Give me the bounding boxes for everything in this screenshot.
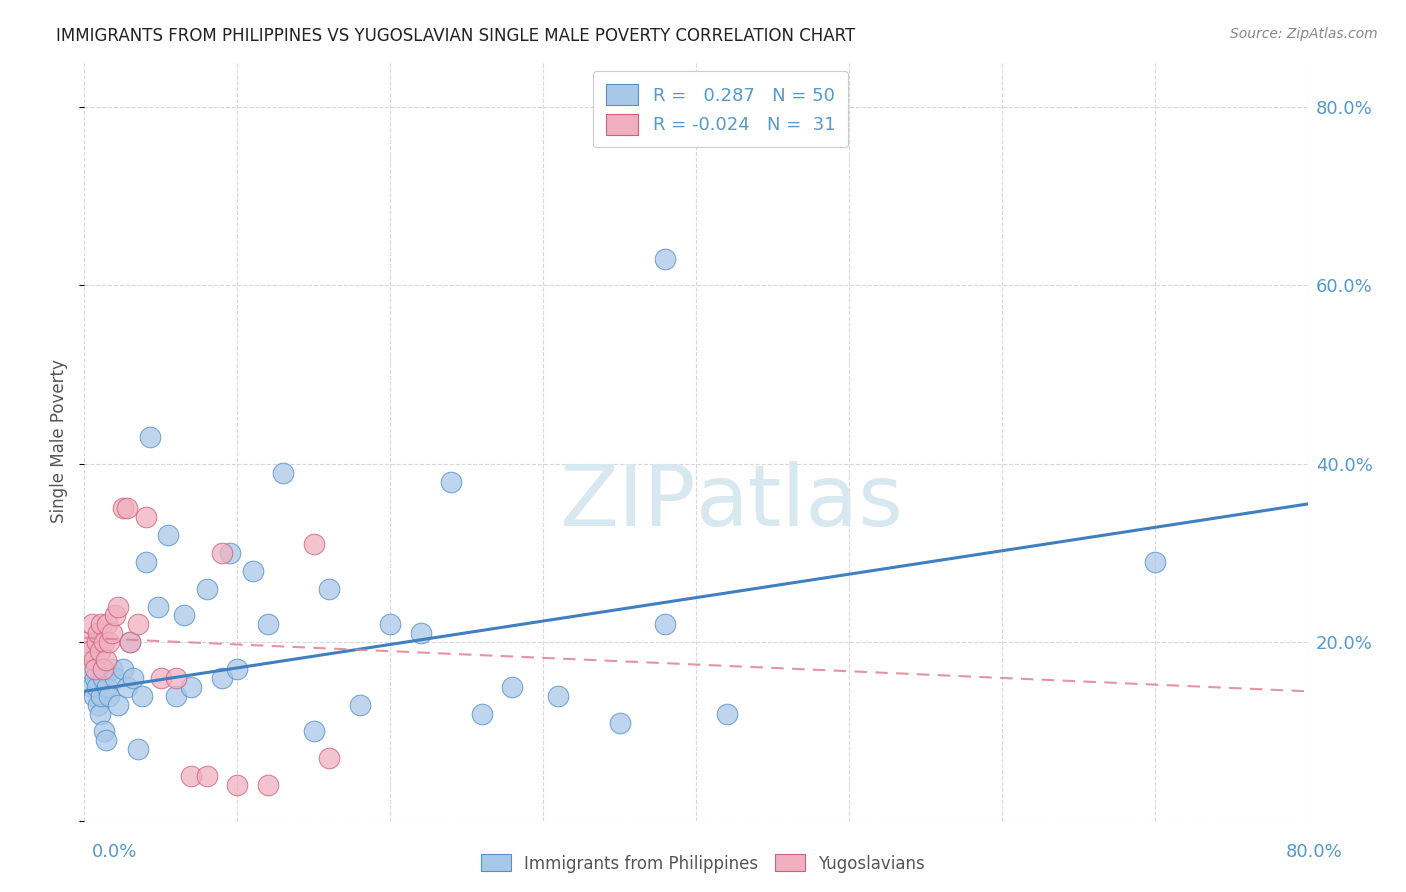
Point: [440, 475, 463, 489]
Point: [76, 635, 98, 649]
Point: [104, 608, 127, 623]
Point: [654, 617, 676, 632]
Point: [83, 689, 105, 703]
Point: [120, 635, 142, 649]
Point: [91, 671, 114, 685]
Point: [165, 689, 187, 703]
Point: [77, 662, 100, 676]
Point: [654, 252, 676, 266]
Point: [80, 680, 103, 694]
Point: [318, 751, 340, 765]
Point: [165, 671, 187, 685]
Point: [107, 599, 129, 614]
Point: [84, 671, 107, 685]
Point: [257, 617, 280, 632]
Point: [349, 698, 371, 712]
Point: [127, 742, 149, 756]
Point: [547, 689, 569, 703]
Point: [90, 617, 112, 632]
Point: [180, 769, 202, 783]
Text: 0.0%: 0.0%: [91, 843, 136, 861]
Point: [149, 671, 172, 685]
Point: [97, 635, 120, 649]
Text: 80.0%: 80.0%: [1286, 843, 1343, 861]
Point: [101, 662, 124, 676]
Text: Source: ZipAtlas.com: Source: ZipAtlas.com: [1230, 27, 1378, 41]
Point: [83, 653, 105, 667]
Point: [87, 698, 110, 712]
Y-axis label: Single Male Poverty: Single Male Poverty: [51, 359, 69, 524]
Point: [211, 671, 233, 685]
Point: [502, 680, 524, 694]
Point: [94, 653, 117, 667]
Point: [226, 662, 249, 676]
Point: [409, 626, 432, 640]
Point: [218, 546, 240, 560]
Point: [609, 715, 631, 730]
Point: [93, 724, 115, 739]
Point: [318, 582, 340, 596]
Point: [87, 626, 110, 640]
Point: [97, 689, 120, 703]
Point: [226, 778, 249, 792]
Text: IMMIGRANTS FROM PHILIPPINES VS YUGOSLAVIAN SINGLE MALE POVERTY CORRELATION CHART: IMMIGRANTS FROM PHILIPPINES VS YUGOSLAVI…: [56, 27, 855, 45]
Point: [90, 689, 112, 703]
Text: ZIP: ZIP: [560, 460, 696, 544]
Point: [111, 501, 134, 516]
Point: [107, 698, 129, 712]
Point: [146, 599, 169, 614]
Point: [104, 671, 127, 685]
Point: [302, 724, 325, 739]
Point: [96, 680, 118, 694]
Point: [173, 608, 195, 623]
Point: [157, 528, 180, 542]
Point: [195, 769, 218, 783]
Point: [242, 564, 264, 578]
Point: [84, 662, 107, 676]
Point: [79, 644, 101, 658]
Point: [89, 644, 111, 658]
Point: [211, 546, 233, 560]
Point: [139, 430, 162, 444]
Point: [127, 617, 149, 632]
Point: [86, 680, 108, 694]
Point: [101, 626, 124, 640]
Point: [302, 537, 325, 551]
Point: [271, 466, 294, 480]
Point: [89, 706, 111, 721]
Point: [716, 706, 738, 721]
Point: [135, 555, 157, 569]
Point: [380, 617, 402, 632]
Point: [1143, 555, 1166, 569]
Text: atlas: atlas: [696, 460, 904, 544]
Point: [91, 662, 114, 676]
Point: [180, 680, 202, 694]
Point: [135, 510, 157, 524]
Point: [120, 635, 142, 649]
Point: [122, 671, 145, 685]
Point: [471, 706, 494, 721]
Point: [96, 617, 118, 632]
Point: [94, 733, 117, 747]
Point: [93, 635, 115, 649]
Point: [115, 501, 138, 516]
Point: [86, 635, 108, 649]
Legend: Immigrants from Philippines, Yugoslavians: Immigrants from Philippines, Yugoslavian…: [474, 847, 932, 880]
Point: [80, 617, 103, 632]
Point: [257, 778, 280, 792]
Point: [115, 680, 138, 694]
Point: [111, 662, 134, 676]
Point: [131, 689, 153, 703]
Legend: R =   0.287   N = 50, R = -0.024   N =  31: R = 0.287 N = 50, R = -0.024 N = 31: [593, 71, 848, 147]
Point: [195, 582, 218, 596]
